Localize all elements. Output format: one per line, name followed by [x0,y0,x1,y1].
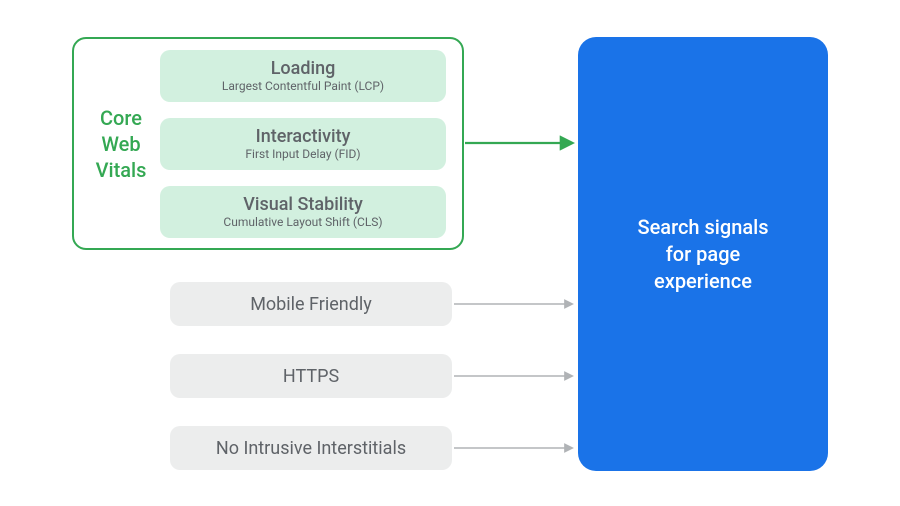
signal-label: Mobile Friendly [250,294,372,315]
vital-subtitle: Largest Contentful Paint (LCP) [222,79,384,93]
diagram-canvas: CoreWebVitals LoadingLargest Contentful … [0,0,900,506]
vital-title: Visual Stability [243,194,363,215]
vital-subtitle: First Input Delay (FID) [245,147,360,161]
vitals-items-container: LoadingLargest Contentful Paint (LCP) Int… [160,34,462,254]
search-signals-label: Search signalsfor pageexperience [637,214,768,295]
vital-pill: LoadingLargest Contentful Paint (LCP) [160,50,446,102]
vitals-label-line: Core [88,105,154,131]
signal-no-intrusive-interstitials: No Intrusive Interstitials [170,426,452,470]
dest-label-line: experience [637,268,768,295]
signal-label: HTTPS [283,366,339,387]
search-signals-box: Search signalsfor pageexperience [578,37,828,471]
signal-label: No Intrusive Interstitials [216,438,406,459]
signal-mobile-friendly: Mobile Friendly [170,282,452,326]
core-web-vitals-label: CoreWebVitals [74,105,160,183]
core-web-vitals-group: CoreWebVitals LoadingLargest Contentful … [72,37,464,250]
vital-pill: Visual StabilityCumulative Layout Shift … [160,186,446,238]
vital-title: Loading [271,58,336,79]
vital-pill: InteractivityFirst Input Delay (FID) [160,118,446,170]
vitals-label-line: Vitals [88,157,154,183]
vital-title: Interactivity [256,126,351,147]
vitals-label-line: Web [88,131,154,157]
dest-label-line: for page [637,241,768,268]
signal-https: HTTPS [170,354,452,398]
vital-subtitle: Cumulative Layout Shift (CLS) [223,215,382,229]
dest-label-line: Search signals [637,214,768,241]
